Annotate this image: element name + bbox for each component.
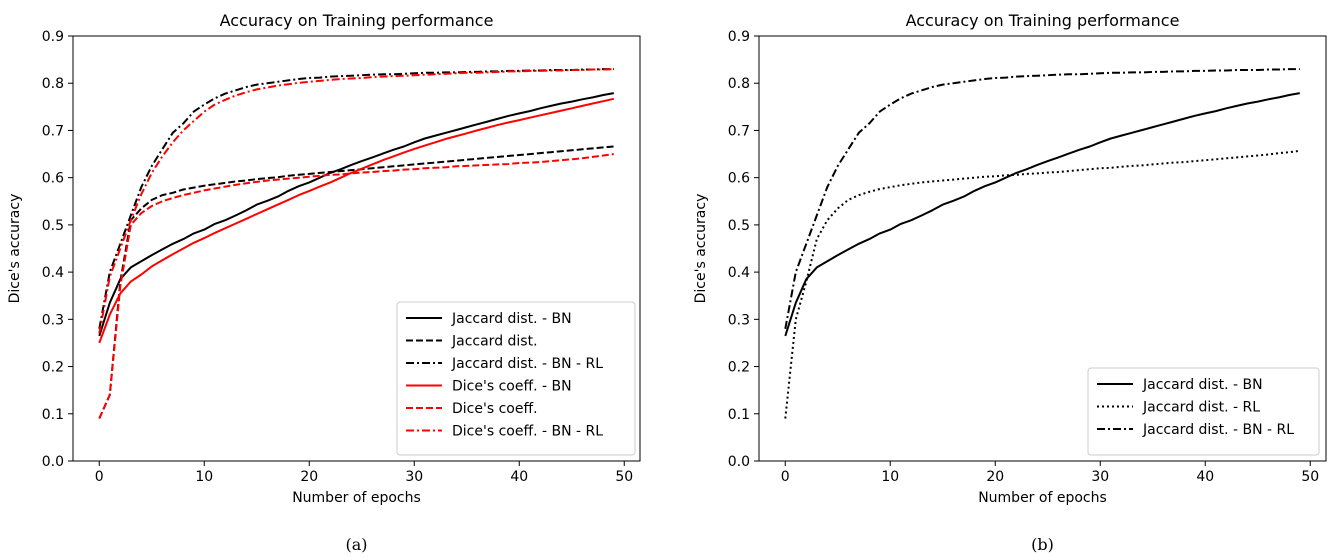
y-tick-label: 0.5 xyxy=(728,218,750,234)
legend: Jaccard dist. - BN Jaccard dist. - RL Jacc… xyxy=(1087,367,1320,456)
y-axis-label: Dice's accuracy xyxy=(7,194,23,304)
y-tick-label: 0.3 xyxy=(728,312,750,328)
y-tick-label: 0.7 xyxy=(42,123,64,139)
legend-entry: Jaccard dist. - BN xyxy=(1142,377,1263,393)
series-line-2 xyxy=(784,68,1300,329)
legend-box xyxy=(1087,367,1320,456)
panel-caption: (a) xyxy=(345,535,367,554)
legend-entry: Dice's coeff. - BN xyxy=(452,379,572,395)
x-tick-label: 20 xyxy=(986,469,1004,485)
legend: Jaccard dist. - BN Jaccard dist. Jaccard d… xyxy=(396,301,636,456)
x-tick-label: 30 xyxy=(405,469,423,485)
x-axis-label: Number of epochs xyxy=(292,490,421,506)
y-tick-label: 0.9 xyxy=(728,29,750,45)
x-tick-label: 10 xyxy=(195,469,213,485)
x-tick-label: 20 xyxy=(300,469,318,485)
series-line-0 xyxy=(98,92,614,337)
plot-frame xyxy=(758,35,1327,462)
y-tick-label: 0.1 xyxy=(728,407,750,423)
series-line-3 xyxy=(98,97,615,344)
y-tick-label: 0.3 xyxy=(42,312,64,328)
x-tick-label: 50 xyxy=(615,469,633,485)
legend-entry: Jaccard dist. - BN - RL xyxy=(451,356,603,372)
x-tick-label: 0 xyxy=(95,469,104,485)
x-tick-label: 40 xyxy=(1196,469,1214,485)
y-tick-label: 0.5 xyxy=(42,218,64,234)
plot-frame xyxy=(72,35,641,462)
y-tick-label: 0.2 xyxy=(728,360,750,376)
chart-panel-1: Accuracy on Training performance 0 10 20 30 4… xyxy=(693,11,1327,554)
x-tick-label: 0 xyxy=(781,469,790,485)
y-tick-label: 0.4 xyxy=(42,265,64,281)
chart-panel-0: Accuracy on Training performance 0 10 20 30 4… xyxy=(7,11,641,554)
x-axis-label: Number of epochs xyxy=(978,490,1107,506)
y-tick-label: 0.8 xyxy=(728,76,750,92)
y-tick-label: 0.7 xyxy=(728,123,750,139)
y-tick-label: 0.6 xyxy=(728,171,750,187)
y-tick-label: 0.0 xyxy=(728,454,750,470)
series-line-5 xyxy=(98,68,614,334)
chart-title: Accuracy on Training performance xyxy=(220,11,494,30)
legend-entry: Dice's coeff. - BN - RL xyxy=(452,424,603,440)
series-line-4 xyxy=(98,153,614,419)
y-tick-label: 0.0 xyxy=(42,454,64,470)
series-line-0 xyxy=(784,92,1300,337)
chart-title: Accuracy on Training performance xyxy=(906,11,1180,30)
x-tick-label: 30 xyxy=(1091,469,1109,485)
legend-box xyxy=(396,301,636,456)
series-line-2 xyxy=(98,68,614,329)
y-tick-label: 0.8 xyxy=(42,76,64,92)
legend-entry: Jaccard dist. - BN - RL xyxy=(1142,422,1294,438)
y-tick-label: 0.9 xyxy=(42,29,64,45)
y-tick-label: 0.2 xyxy=(42,360,64,376)
y-tick-label: 0.4 xyxy=(728,265,750,281)
series-line-1 xyxy=(98,145,614,419)
y-tick-label: 0.1 xyxy=(42,407,64,423)
y-axis-label: Dice's accuracy xyxy=(693,194,709,304)
legend-entry: Jaccard dist. - RL xyxy=(1142,400,1260,416)
legend-entry: Dice's coeff. xyxy=(452,401,538,417)
y-tick-label: 0.6 xyxy=(42,171,64,187)
series-line-1 xyxy=(784,149,1300,419)
x-tick-label: 40 xyxy=(510,469,528,485)
legend-entry: Jaccard dist. - BN xyxy=(451,311,572,327)
legend-entry: Jaccard dist. xyxy=(451,334,538,350)
x-tick-label: 50 xyxy=(1301,469,1319,485)
x-tick-label: 10 xyxy=(881,469,899,485)
panel-caption: (b) xyxy=(1031,535,1054,554)
